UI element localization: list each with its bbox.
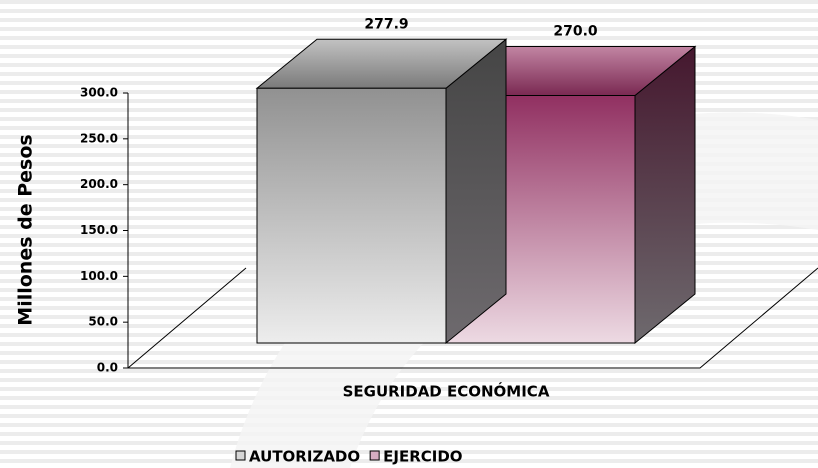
legend-label: EJERCIDO: [383, 448, 462, 466]
floor: [127, 267, 818, 369]
y-tick-label: 250.0: [80, 131, 118, 145]
bar-side: [445, 38, 507, 345]
data-label: 277.9: [364, 16, 408, 32]
y-tick-label: 150.0: [80, 223, 118, 237]
legend-swatch: [235, 450, 246, 461]
legend-label: AUTORIZADO: [249, 448, 360, 466]
y-tick-label: 50.0: [88, 315, 118, 329]
y-tick-label: 0.0: [97, 361, 118, 375]
bar: [255, 38, 508, 345]
y-axis-label: Millones de Pesos: [15, 134, 37, 325]
data-label: 270.0: [553, 24, 598, 40]
y-tick-label: 300.0: [80, 86, 118, 100]
bar-front: [256, 87, 447, 344]
y-tick-label: 200.0: [80, 177, 118, 191]
y-tick-label: 100.0: [80, 269, 118, 283]
bar-side: [634, 45, 696, 345]
x-tick-label: SEGURIDAD ECONÓMICA: [343, 382, 550, 401]
legend-swatch: [369, 450, 380, 461]
